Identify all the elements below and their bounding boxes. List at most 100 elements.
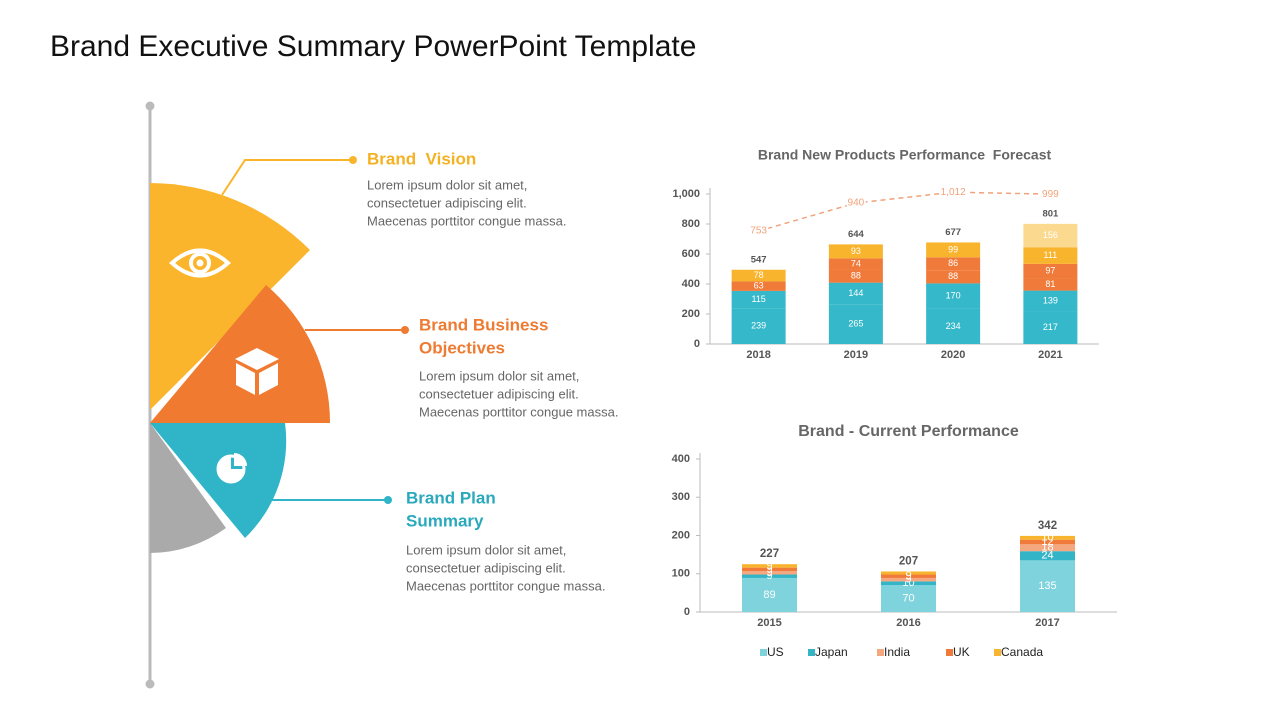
wedge [150,183,310,410]
bar-segment [731,269,786,282]
value-label: 86 [948,258,958,268]
value-label: 234 [946,321,961,331]
y-tick-label: 0 [684,606,690,618]
value-label: 93 [851,246,861,256]
line-label: 753 [750,226,767,237]
wedge [150,285,331,423]
bar-segment [828,269,883,283]
value-label: 81 [1045,279,1055,289]
value-label: 8 [905,567,911,579]
bar-segment [881,577,936,582]
bar-segment [1020,560,1075,612]
total-label: 801 [1042,208,1059,219]
bar-segment [1023,223,1078,248]
value-label: 239 [751,320,766,330]
value-label: 135 [1038,580,1056,592]
total-label: 342 [1038,520,1057,532]
y-tick-label: 1,000 [672,188,700,200]
x-tick-label: 2018 [746,349,770,361]
y-tick-label: 600 [682,248,700,260]
value-label: 9 [766,570,772,582]
value-label: 78 [754,270,764,280]
value-label: 156 [1043,230,1058,240]
section-body: Maecenas porttitor congue massa. [406,578,605,593]
legend-label: Canada [1001,645,1043,659]
value-label: 99 [948,244,958,254]
bar-segment [731,290,786,309]
bar-segment [828,282,883,305]
value-label: 97 [1045,266,1055,276]
bar-segment [1020,551,1075,561]
y-tick-label: 200 [672,529,690,541]
value-label: 74 [851,258,861,268]
bar-segment [926,270,981,284]
chart-title: Brand - Current Performance [798,423,1019,440]
wedge [150,423,287,538]
x-tick-label: 2015 [757,617,781,629]
bar-segment [1020,539,1075,545]
bar-segment [731,281,786,291]
box-icon [235,348,279,395]
bar-segment [828,244,883,259]
timeline-dot [145,679,155,689]
value-label: 9 [905,570,911,582]
section-heading: Brand Business [419,315,548,334]
section-body: Lorem ipsum dolor sit amet, [419,368,579,383]
eye-icon [168,248,232,278]
value-label: 89 [763,589,775,601]
bar-segment [1020,544,1075,552]
value-label: 9 [766,560,772,572]
legend-label: India [884,645,910,659]
y-tick-label: 300 [672,491,690,503]
bar-segment [742,564,797,568]
x-tick-label: 2020 [941,349,965,361]
line-label: 940 [848,198,865,209]
total-label: 677 [945,227,961,238]
bar-segment [1020,535,1075,540]
legend-label: Japan [815,645,848,659]
section-body: Maecenas porttitor congue massa. [367,213,566,228]
section-body: consectetuer adipiscing elit. [406,560,566,575]
value-label: 18 [1041,542,1053,554]
bar-segment [881,574,936,578]
value-label: 144 [848,288,863,298]
value-label: 9 [766,567,772,579]
legend-swatch [877,649,884,656]
bar-segment [881,585,936,612]
section-body: consectetuer adipiscing elit. [419,386,579,401]
bar-segment [1023,263,1078,279]
x-tick-label: 2019 [844,349,868,361]
y-tick-label: 200 [682,308,700,320]
bar-segment [742,567,797,572]
value-label: 115 [751,294,765,304]
value-label: 265 [848,319,863,329]
total-label: 227 [760,548,779,560]
legend-swatch [808,649,815,656]
bar-segment [742,571,797,575]
section-body: Lorem ipsum dolor sit amet, [406,542,566,557]
bar-segment [926,308,981,344]
y-tick-label: 400 [672,453,690,465]
legend-label: UK [953,645,970,659]
bar-segment [926,283,981,309]
x-tick-label: 2017 [1035,617,1059,629]
section-body: Lorem ipsum dolor sit amet, [367,177,527,192]
bar-segment [742,574,797,578]
section-heading: Brand Vision [367,149,476,168]
slide-title: Brand Executive Summary PowerPoint Templ… [50,30,696,63]
bar-segment [881,581,936,586]
legend-swatch [946,649,953,656]
legend-label: US [767,645,784,659]
bar-segment [926,257,981,271]
bar-segment [828,304,883,344]
section-heading: Summary [406,511,484,530]
value-label: 10 [1041,532,1053,544]
x-tick-label: 2016 [896,617,920,629]
value-label: 24 [1041,550,1053,562]
value-label: 70 [902,593,914,605]
bar-segment [926,242,981,258]
line-label: 999 [1042,189,1059,200]
forecast-line [758,191,1051,232]
